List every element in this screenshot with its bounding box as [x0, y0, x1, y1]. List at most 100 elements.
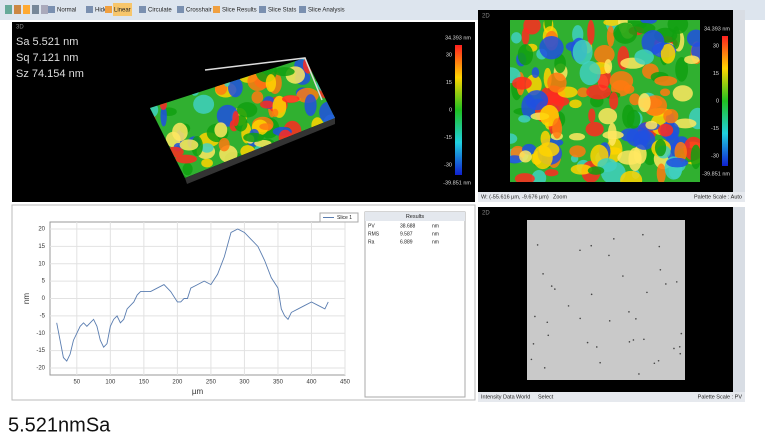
- toolbar-icon: [5, 5, 12, 14]
- speck: [547, 334, 550, 337]
- status-text: W: (-55.616 µm, -9.676 µm): [481, 194, 549, 200]
- y-tick-label: -15: [36, 348, 45, 354]
- speck: [635, 318, 637, 320]
- texture-blob: [259, 100, 274, 109]
- texture-blob: [514, 173, 535, 182]
- texture-blob: [569, 145, 586, 158]
- slice-plane: [204, 57, 323, 101]
- scale-tick: 30: [713, 43, 719, 49]
- scale-tick: -30: [444, 162, 452, 168]
- texture-blob: [236, 102, 258, 118]
- texture-blob: [587, 20, 595, 45]
- texture-blob: [609, 92, 619, 110]
- texture-blob: [634, 49, 654, 65]
- results-cell: nm: [432, 239, 439, 245]
- texture-blob: [638, 93, 651, 113]
- texture-blob: [686, 29, 700, 47]
- toolbar-button[interactable]: Normal: [57, 8, 76, 14]
- texture-blob: [613, 22, 638, 44]
- texture-blob: [271, 108, 279, 118]
- speck: [642, 233, 644, 236]
- texture-blob: [641, 30, 665, 55]
- texture-blob: [654, 139, 667, 157]
- texture-blob: [602, 130, 624, 140]
- texture-blob: [660, 43, 676, 64]
- speck: [646, 291, 648, 294]
- speck: [579, 249, 581, 252]
- texture-blob: [604, 59, 613, 74]
- texture-blob: [554, 54, 566, 74]
- scale-tick: -15: [711, 126, 719, 132]
- toolbar-icon: [32, 5, 39, 14]
- x-tick-label: 100: [105, 380, 116, 386]
- status-text[interactable]: World: [516, 394, 530, 400]
- results-header: [365, 212, 465, 221]
- speck: [536, 244, 539, 246]
- scale-tick: 0: [716, 98, 719, 104]
- intensity-specks: [530, 233, 683, 375]
- toolbar-icon: [299, 6, 306, 13]
- color-bar: [455, 45, 462, 175]
- toolbar-button[interactable]: Circulate: [148, 8, 172, 14]
- toolbar-button[interactable]: Linear: [114, 8, 131, 14]
- x-tick-label: 250: [206, 380, 217, 386]
- speck: [665, 283, 667, 285]
- texture-blob: [227, 77, 243, 98]
- toolbar-button[interactable]: Hide: [95, 8, 108, 14]
- y-tick-label: 10: [38, 261, 45, 267]
- results-cell: Ra: [368, 239, 375, 245]
- texture-blob: [531, 170, 547, 182]
- texture-blob: [265, 74, 277, 92]
- scale-tick: 0: [449, 107, 452, 113]
- toolbar-icon: [14, 5, 21, 14]
- speck: [608, 320, 611, 322]
- texture-blob: [629, 93, 641, 106]
- speck: [608, 254, 610, 257]
- results-title: Results: [406, 214, 425, 220]
- toolbar-button[interactable]: Crosshair: [186, 8, 212, 14]
- scale-min: -39.851 nm: [443, 180, 471, 186]
- toolbar-button[interactable]: Slice Stats: [268, 8, 296, 14]
- texture-blob: [620, 170, 643, 182]
- texture-blob: [304, 94, 317, 117]
- texture-blob: [539, 36, 564, 60]
- stat: Sq 7.121 nm: [16, 52, 78, 64]
- speck: [643, 338, 645, 341]
- toolbar-icon: [86, 6, 93, 13]
- toolbar-button[interactable]: Slice Results: [222, 8, 257, 14]
- side-toolbar: [733, 10, 745, 192]
- texture-blob: [569, 99, 582, 109]
- y-tick-label: 15: [38, 244, 45, 250]
- speck: [613, 238, 615, 240]
- texture-blob: [544, 169, 559, 177]
- speck: [638, 373, 640, 375]
- speck: [632, 339, 635, 341]
- texture-blob: [660, 88, 671, 97]
- texture-blob: [572, 39, 593, 65]
- status-text[interactable]: Select: [538, 394, 554, 400]
- texture-blob: [654, 76, 678, 86]
- speck: [658, 245, 661, 248]
- texture-blob: [519, 150, 532, 163]
- toolbar-button[interactable]: Slice Analysis: [308, 8, 345, 14]
- texture-blob: [586, 84, 611, 100]
- texture-blob: [193, 94, 215, 114]
- status-text[interactable]: Zoom: [553, 194, 567, 200]
- toolbar-icon: [23, 5, 30, 14]
- texture-blob: [585, 121, 604, 137]
- scale-tick: 30: [446, 52, 452, 58]
- scale-max: 34.393 nm: [704, 26, 730, 32]
- results-cell: PV: [368, 223, 375, 229]
- texture-blob: [525, 90, 549, 111]
- speck: [678, 345, 681, 348]
- speck: [673, 347, 675, 350]
- speck: [590, 244, 593, 247]
- speck: [653, 362, 656, 365]
- texture-blob: [540, 130, 551, 147]
- texture-blob: [547, 72, 567, 93]
- texture-blob: [182, 162, 193, 176]
- intensity-image: [527, 220, 685, 380]
- texture-blob: [218, 137, 230, 152]
- heatmap: [510, 20, 700, 182]
- speck: [532, 343, 535, 345]
